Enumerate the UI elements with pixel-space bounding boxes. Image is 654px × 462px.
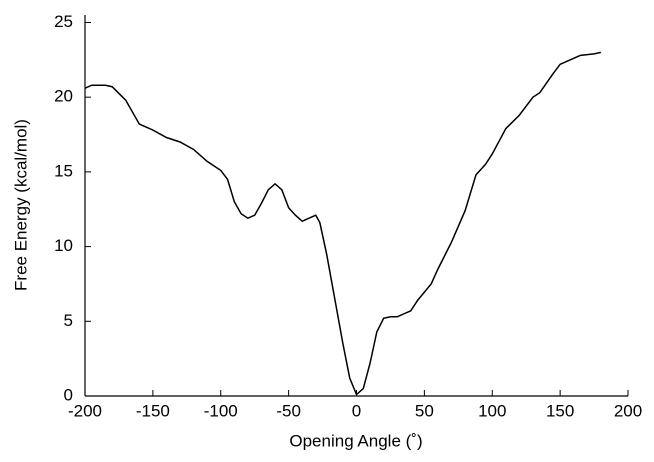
x-tick-label: 200 bbox=[614, 401, 642, 420]
x-axis-label: Opening Angle (˚) bbox=[289, 431, 422, 450]
line-series bbox=[84, 51, 602, 396]
y-tick-label: 5 bbox=[64, 311, 73, 330]
x-tick-label: 0 bbox=[352, 401, 361, 420]
x-tick-label: 150 bbox=[546, 401, 574, 420]
x-tick-label: 100 bbox=[478, 401, 506, 420]
y-axis-label: Free Energy (kcal/mol) bbox=[11, 119, 30, 291]
x-tick-label: -200 bbox=[68, 401, 102, 420]
x-tick-label: 50 bbox=[415, 401, 434, 420]
y-tick-label: 15 bbox=[54, 161, 73, 180]
y-tick-label: 0 bbox=[64, 385, 73, 404]
y-tick-label: 20 bbox=[54, 87, 73, 106]
x-tick-label: -50 bbox=[276, 401, 301, 420]
x-tick-label: -150 bbox=[136, 401, 170, 420]
x-tick-label: -100 bbox=[204, 401, 238, 420]
y-tick-label: 25 bbox=[54, 12, 73, 31]
y-tick-label: 10 bbox=[54, 236, 73, 255]
